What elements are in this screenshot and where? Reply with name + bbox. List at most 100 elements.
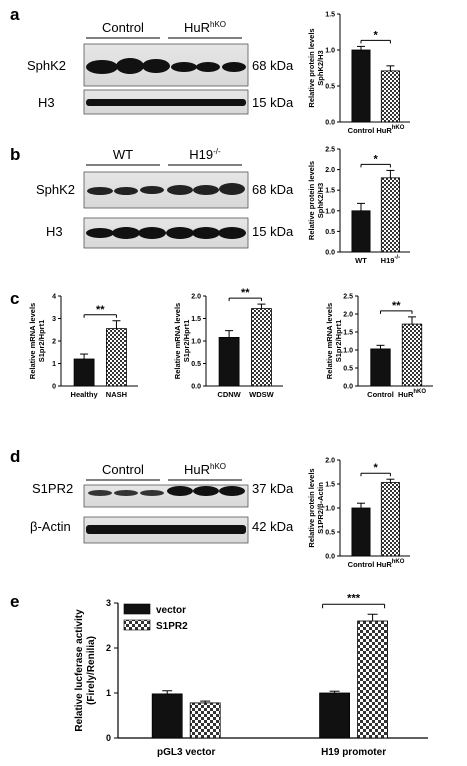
y-tick-label: 1.0 (325, 506, 335, 513)
panel-label-a: a (10, 5, 20, 24)
y-axis-label: Relative protein levelsS1PR2/β-Actin (307, 468, 325, 547)
y-axis-label: Relative mRNA levelsS1pr2/Hprt1 (325, 303, 343, 379)
bar (357, 620, 389, 739)
y-axis-label-line: Relative mRNA levels (28, 303, 37, 379)
y-tick-label: 0.5 (343, 366, 353, 373)
y-axis-label-line: Relative protein levels (307, 468, 316, 547)
bar (380, 70, 400, 123)
y-axis-label-line: Relative protein levels (307, 161, 316, 240)
legend-swatch (123, 619, 151, 631)
y-tick-label: 0.0 (343, 384, 353, 391)
group-label-h19: H19-/- (189, 147, 221, 162)
y-tick-label: 2.5 (325, 147, 335, 154)
y-tick-label: 2.0 (191, 294, 201, 301)
significance-label: ** (241, 287, 250, 299)
y-tick-label: 0 (52, 384, 56, 391)
y-axis-label-line: Relative lucferase activity (74, 609, 85, 732)
y-axis-label-line: S1pr2/Hprt1 (37, 320, 46, 363)
category-label: CDNW (217, 390, 241, 399)
group-label-hur: HuRhKO (184, 462, 226, 477)
y-tick-label: 1.0 (343, 348, 353, 355)
y-tick-label: 1 (52, 361, 56, 368)
bar (218, 336, 240, 387)
y-tick-label: 2.5 (343, 294, 353, 301)
category-label: H19-/- (381, 255, 400, 265)
group-label-control: Control (102, 20, 144, 35)
category-label-text: HuR (376, 126, 392, 135)
panel-label-c: c (10, 289, 19, 308)
y-axis-label: Relative mRNA levelsS1pr2/Hprt1 (173, 303, 191, 379)
y-tick-label: 1.0 (191, 339, 201, 346)
y-axis-label: Relative lucferase activity(Firely/Renil… (74, 609, 97, 732)
significance-label: ** (392, 300, 401, 312)
y-tick-label: 0.5 (325, 530, 335, 537)
y-tick-label: 2.0 (343, 312, 353, 319)
blot-a: Control HuRhKO SphK2 H3 68 kDa 15 kDa (27, 20, 294, 115)
category-label-sup: -/- (394, 255, 400, 261)
bar (151, 693, 183, 739)
y-axis-label-line: Relative mRNA levels (173, 303, 182, 379)
category-label-text: Control (348, 126, 375, 135)
bar (380, 177, 400, 253)
category-label: HuRhKO (376, 125, 404, 135)
blot-d: Control HuRhKO S1PR2 β-Actin 37 kDa 42 k… (30, 462, 294, 544)
y-axis-label-line: S1pr2/Hprt1 (334, 320, 343, 363)
band-label-s1pr2: S1PR2 (32, 481, 73, 496)
y-axis-label-line: SphK2/H3 (316, 183, 325, 218)
y-tick-label: 2.0 (325, 167, 335, 174)
category-label-sup: hKO (413, 389, 426, 395)
category-label-text: CDNW (217, 390, 241, 399)
bar (189, 702, 221, 739)
y-tick-label: 1.0 (325, 48, 335, 55)
y-tick-label: 0.5 (191, 361, 201, 368)
band-kda-15: 15 kDa (252, 95, 294, 110)
group-label-hur: HuRhKO (184, 20, 226, 35)
category-label-sup: hKO (392, 125, 405, 131)
category-label: H19 promoter (321, 747, 386, 758)
y-tick-label: 1.5 (325, 188, 335, 195)
band-label-h3: H3 (38, 95, 55, 110)
bar (370, 348, 391, 387)
y-axis-label: Relative mRNA levelsS1pr2/Hprt1 (28, 303, 46, 379)
group-label-wt: WT (113, 147, 133, 162)
category-label: pGL3 vector (157, 747, 215, 758)
category-label: WT (355, 256, 367, 265)
y-tick-label: 1.5 (325, 482, 335, 489)
category-label-text: HuR (398, 390, 414, 399)
y-tick-label: 1.0 (325, 208, 335, 215)
y-tick-label: 3 (106, 598, 111, 608)
bar (351, 49, 371, 123)
y-tick-label: 0.0 (325, 120, 335, 127)
y-tick-label: 0.0 (325, 554, 335, 561)
category-label: NASH (106, 390, 127, 399)
y-tick-label: 3 (52, 316, 56, 323)
bar (351, 210, 371, 253)
panel-label-e: e (10, 592, 19, 611)
bar (251, 308, 272, 387)
category-label: Healthy (71, 390, 99, 399)
significance-label: * (374, 462, 379, 474)
band-kda-42: 42 kDa (252, 519, 294, 534)
category-label-text: WDSW (249, 390, 274, 399)
y-axis-label-line: Relative mRNA levels (325, 303, 334, 379)
y-tick-label: 1.5 (343, 330, 353, 337)
panel-label-b: b (10, 145, 20, 164)
y-tick-label: 0.5 (325, 229, 335, 236)
y-tick-label: 0.5 (325, 84, 335, 91)
y-tick-label: 1 (106, 688, 111, 698)
group-label-control: Control (102, 462, 144, 477)
y-axis-label: Relative protein levelsSphK2/H3 (307, 161, 325, 240)
significance-label: * (374, 153, 379, 165)
category-label: Control (348, 560, 375, 569)
category-label: WDSW (249, 390, 274, 399)
category-label-text: Healthy (71, 390, 99, 399)
y-tick-label: 0.0 (325, 250, 335, 257)
y-tick-label: 2 (106, 643, 111, 653)
chart-e: 0 1 2 3 Relative lucferase activity(Firely/R… (74, 592, 428, 758)
bar (73, 358, 95, 387)
category-label: Control (367, 390, 394, 399)
